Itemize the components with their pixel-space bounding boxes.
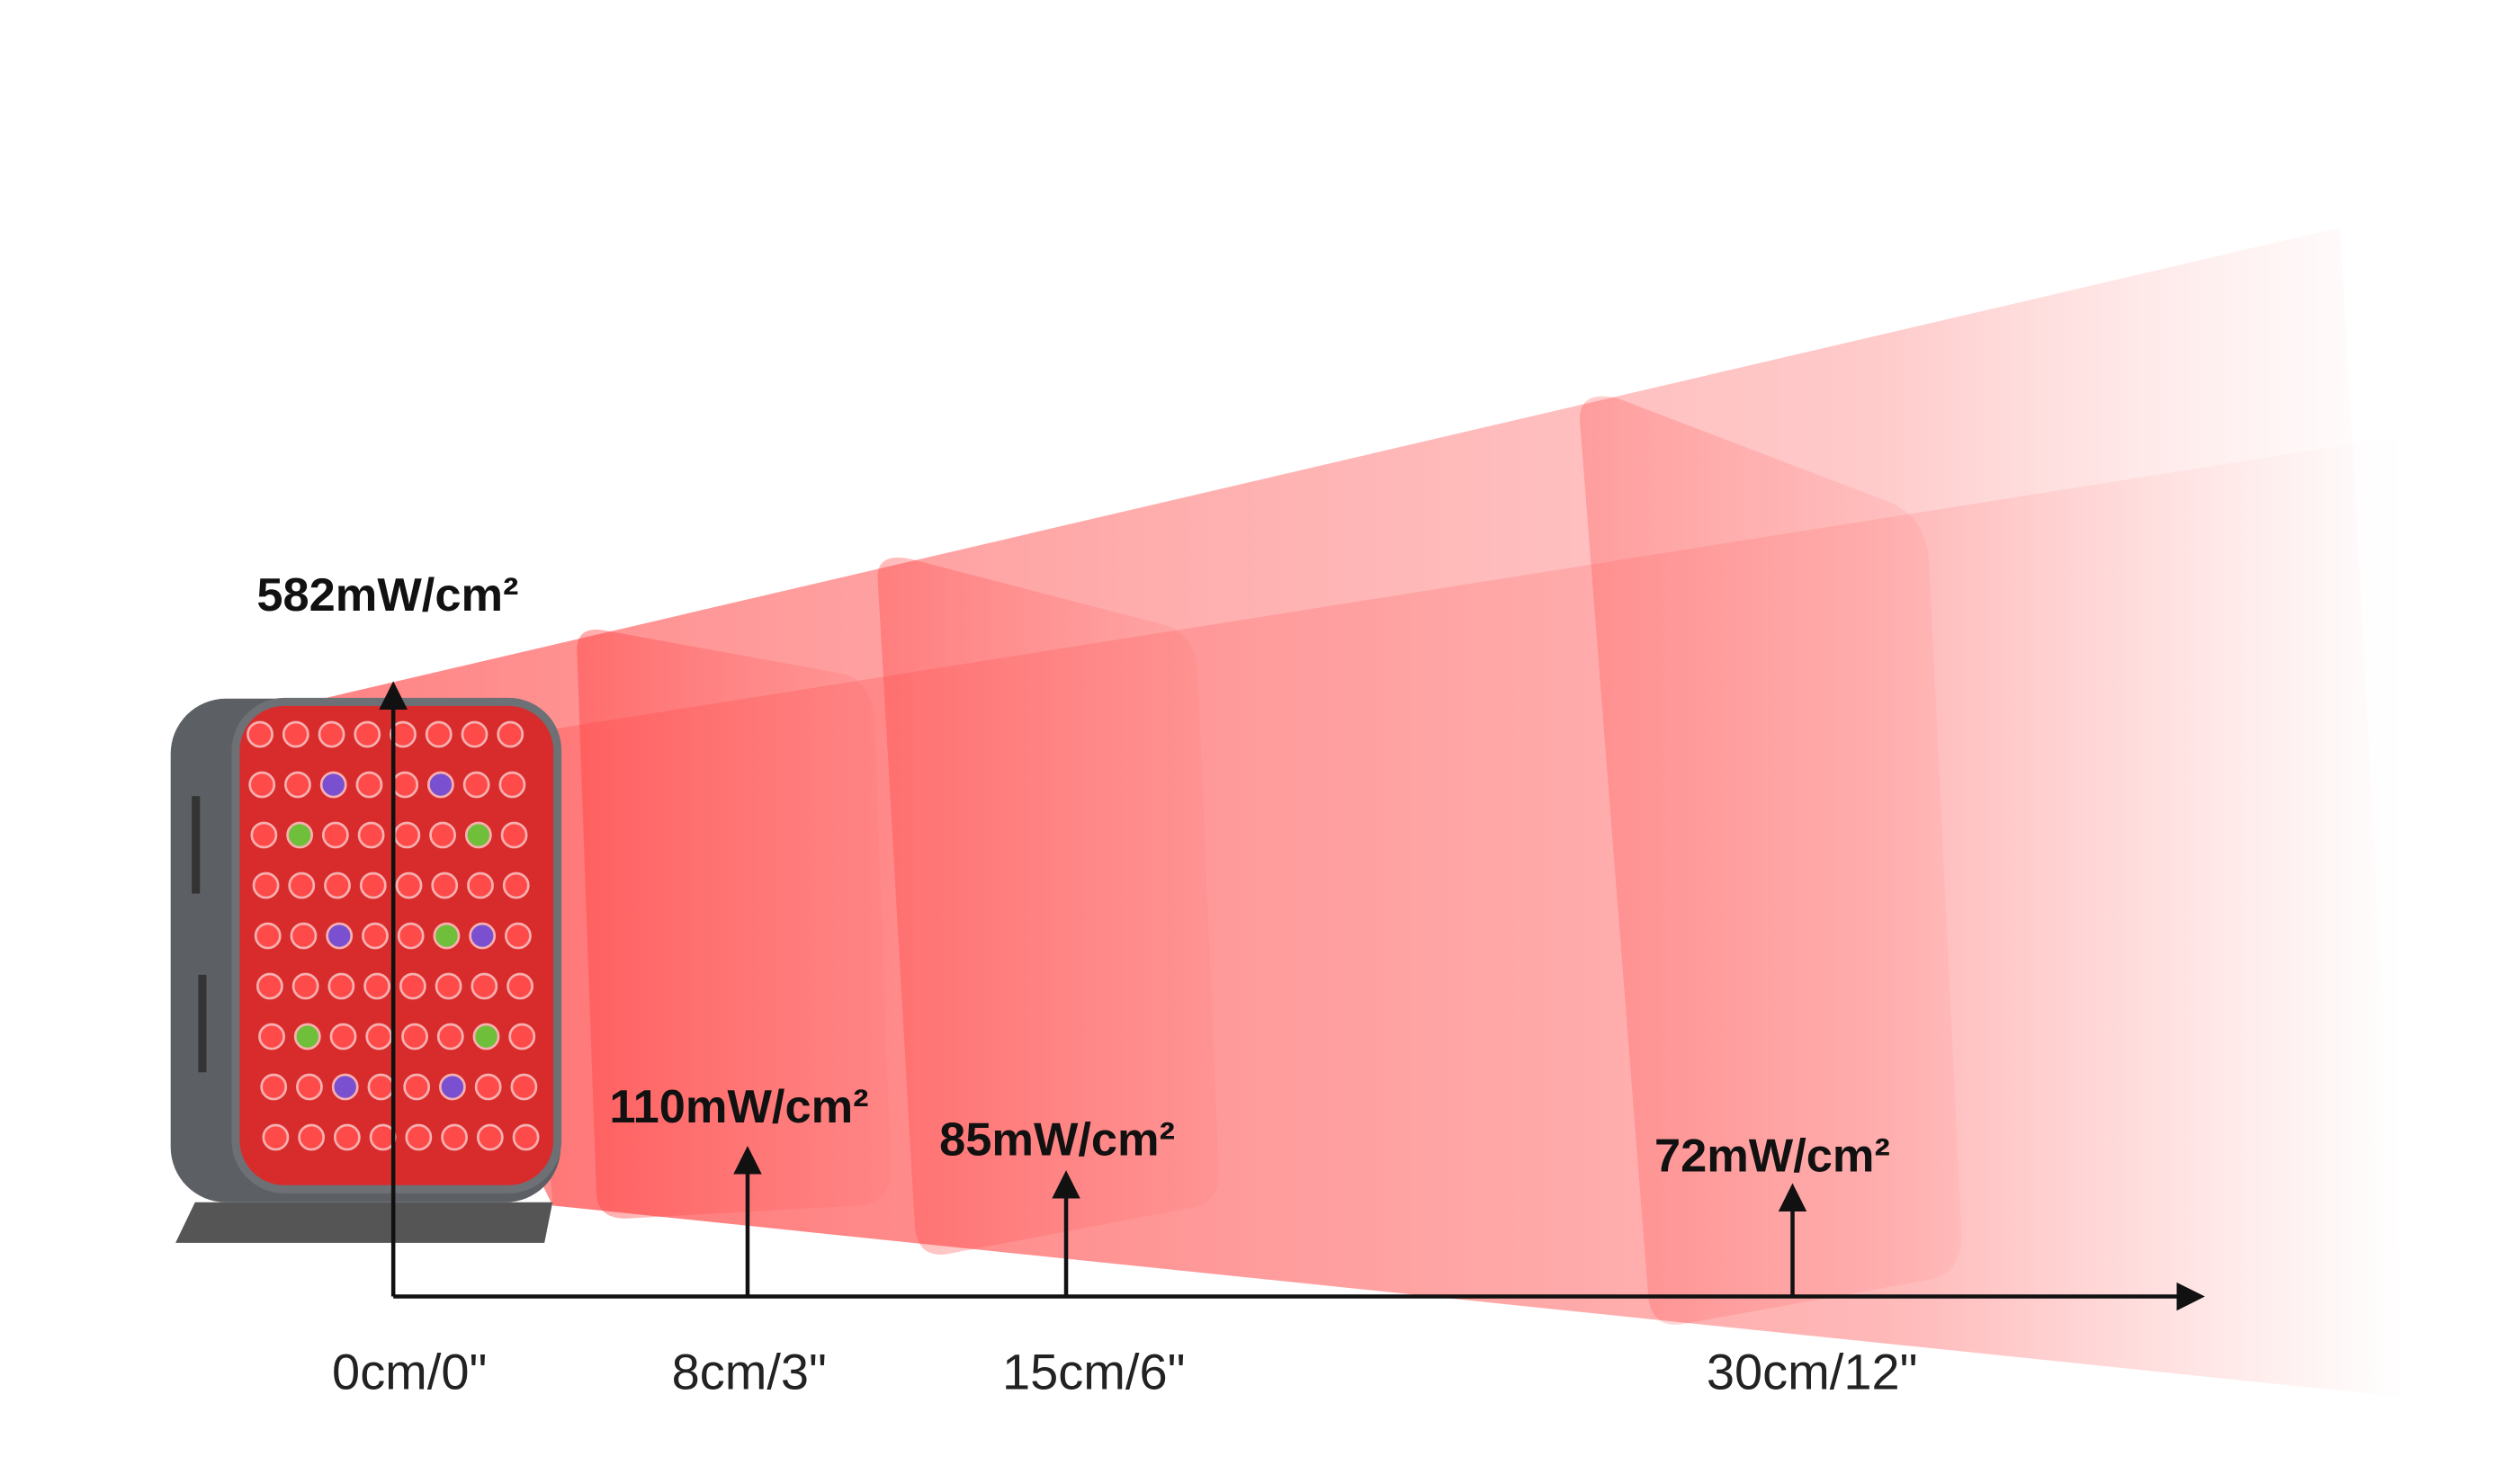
led <box>247 720 273 748</box>
led <box>250 821 278 849</box>
led <box>435 972 462 1000</box>
led <box>472 1023 500 1050</box>
led <box>393 821 421 849</box>
led <box>498 771 526 799</box>
led <box>362 922 389 950</box>
led <box>321 821 349 849</box>
led <box>474 1073 502 1101</box>
led <box>318 720 345 748</box>
led <box>512 1123 540 1151</box>
led <box>391 771 419 799</box>
led <box>510 1073 538 1101</box>
plane-15cm <box>877 557 1219 1255</box>
led <box>296 1073 323 1101</box>
led <box>284 771 311 799</box>
led <box>262 1123 290 1151</box>
plane-8cm <box>577 629 891 1219</box>
distance-label: 0cm/0" <box>332 1344 487 1400</box>
led <box>500 821 528 849</box>
panel-vent <box>192 796 201 894</box>
led <box>461 720 489 748</box>
led <box>464 821 492 849</box>
led <box>471 972 498 1000</box>
led <box>359 872 387 899</box>
led <box>331 1073 359 1101</box>
led <box>469 922 497 950</box>
led <box>467 872 494 899</box>
led <box>441 1123 468 1151</box>
led <box>403 1073 431 1101</box>
led <box>248 771 276 799</box>
panel-stand <box>175 1202 553 1243</box>
led <box>436 1023 464 1050</box>
led <box>333 1123 361 1151</box>
distance-label: 15cm/6" <box>1002 1344 1185 1400</box>
led <box>429 821 456 849</box>
led <box>324 872 351 899</box>
led <box>260 1073 288 1101</box>
led <box>290 922 318 950</box>
led <box>255 972 283 1000</box>
led <box>508 1023 536 1050</box>
led <box>326 922 354 950</box>
led <box>506 972 533 1000</box>
led-grid <box>247 720 540 1151</box>
led <box>365 1023 393 1050</box>
led <box>298 1123 326 1151</box>
led <box>395 872 423 899</box>
led <box>390 720 417 748</box>
irradiance-label: 72mW/cm² <box>1654 1130 1890 1182</box>
led <box>476 1123 504 1151</box>
irradiance-label: 85mW/cm² <box>939 1113 1175 1166</box>
distance-label: 30cm/12" <box>1707 1344 1918 1400</box>
led <box>293 1023 321 1050</box>
led <box>405 1123 433 1151</box>
led <box>288 872 316 899</box>
led <box>355 771 383 799</box>
led <box>433 922 461 950</box>
led <box>291 972 319 1000</box>
led <box>427 771 454 799</box>
led <box>282 720 309 748</box>
light-panel <box>170 697 562 1243</box>
led <box>329 1023 357 1050</box>
led <box>327 972 355 1000</box>
led <box>439 1073 466 1101</box>
led <box>401 1023 428 1050</box>
led <box>497 720 524 748</box>
led <box>425 720 453 748</box>
led <box>319 771 347 799</box>
plane-30cm <box>1579 396 1962 1325</box>
led <box>397 922 425 950</box>
panel-vent <box>198 974 207 1073</box>
led <box>286 821 314 849</box>
led <box>502 872 530 899</box>
led <box>254 922 282 950</box>
led <box>399 972 426 1000</box>
led <box>505 922 532 950</box>
led <box>252 872 280 899</box>
led <box>354 720 381 748</box>
led <box>357 821 385 849</box>
led <box>462 771 490 799</box>
led <box>258 1023 285 1050</box>
distance-label: 8cm/3" <box>672 1344 827 1400</box>
led <box>367 1073 395 1101</box>
led <box>431 872 459 899</box>
irradiance-label: 110mW/cm² <box>609 1081 868 1133</box>
irradiance-label: 582mW/cm² <box>256 569 518 621</box>
led <box>363 972 391 1000</box>
